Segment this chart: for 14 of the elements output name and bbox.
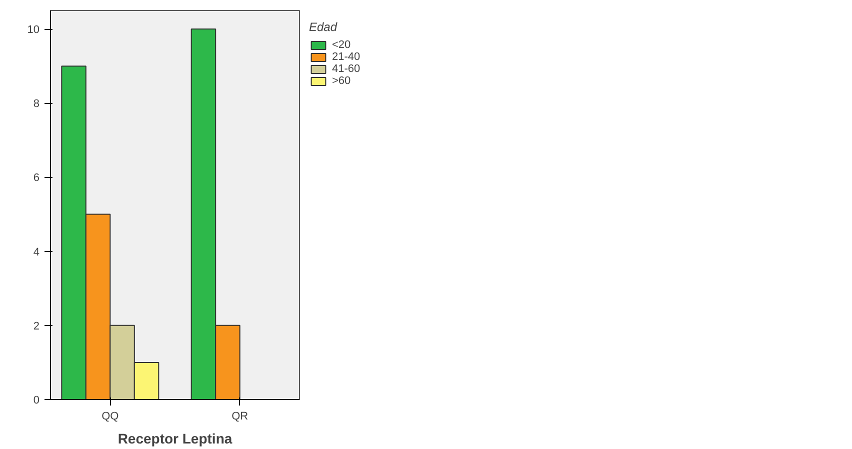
y-tick-label: 2 [33,320,40,332]
y-tick-label: 8 [33,98,40,110]
legend-label: >60 [332,75,352,87]
y-tick-label: 0 [33,394,40,406]
x-tick-label: QQ [102,410,120,422]
legend-label: <20 [332,39,352,51]
y-tick-label: 10 [27,24,40,36]
legend-title: Edad [309,20,338,34]
x-tick-label: QR [232,410,248,422]
legend-label: 21-40 [332,51,360,63]
legend-label: 41-60 [332,63,360,75]
y-tick-label: 6 [33,172,40,184]
y-tick-label: 4 [33,246,40,258]
x-axis-title: Receptor Leptina [118,430,232,446]
